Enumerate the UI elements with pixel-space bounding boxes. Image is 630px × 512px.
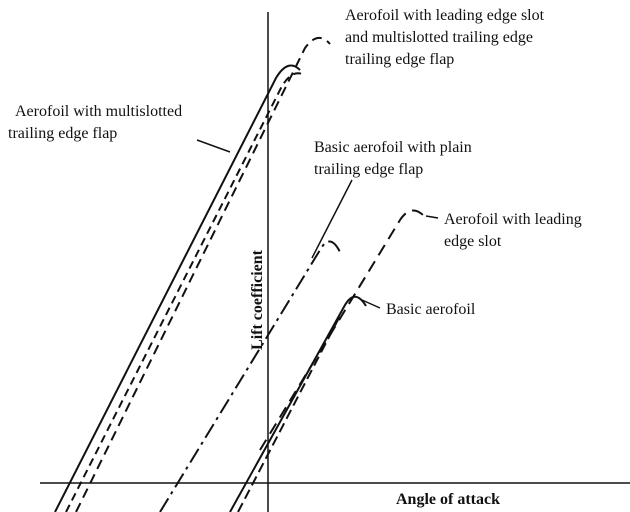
plain-flap-curve	[159, 240, 341, 512]
label: edge slot	[444, 233, 502, 250]
label: Aerofoil with leading	[444, 211, 582, 228]
leader	[196, 139, 231, 153]
y-axis-label: Lift coefficient	[249, 249, 266, 350]
leader	[311, 179, 353, 259]
label: trailing edge flap	[8, 125, 117, 142]
slot-curve	[259, 209, 427, 451]
label: trailing edge flap	[314, 161, 423, 178]
label: and multislotted trailing edge	[345, 29, 533, 46]
leader	[361, 299, 381, 309]
label: Basic aerofoil	[386, 301, 476, 318]
label: trailing edge flap	[345, 51, 454, 68]
label: Basic aerofoil with plain	[314, 139, 472, 156]
leader	[425, 215, 439, 219]
label: Aerofoil with leading edge slot	[345, 7, 545, 24]
x-axis-label: Angle of attack	[396, 491, 500, 508]
slot-multislot-curve	[75, 37, 331, 512]
label: Aerofoil with multislotted	[15, 103, 182, 120]
multislot-curve	[54, 64, 301, 512]
multislot-curve-2	[65, 72, 303, 512]
